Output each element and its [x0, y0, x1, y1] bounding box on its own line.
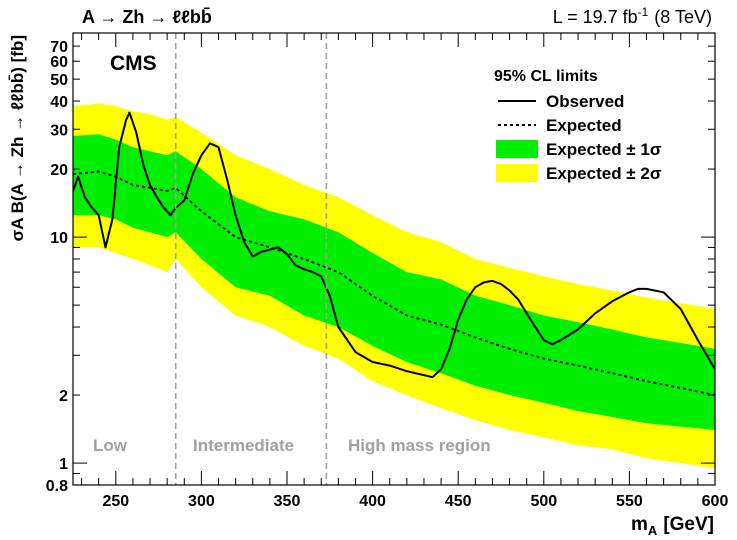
legend: 95% CL limits Observed Expected Expected… — [494, 68, 662, 183]
legend-observed-label: Observed — [546, 92, 624, 111]
y-tick-label-1: 1 — [59, 456, 68, 473]
y-axis-title: σA B(A → Zh → ℓℓbb̄) [fb] — [8, 35, 27, 241]
legend-2sigma-label: Expected ± 2σ — [546, 164, 662, 183]
y-tick-label-60: 60 — [50, 54, 68, 71]
y-tick-label-10: 10 — [50, 230, 68, 247]
plot-area — [73, 33, 715, 485]
expected-median-line — [73, 170, 715, 396]
region-label-intermediate: Intermediate — [193, 436, 294, 455]
region-label-low: Low — [93, 436, 128, 455]
x-tick-label-500: 500 — [530, 493, 557, 510]
x-tick-label-300: 300 — [188, 493, 215, 510]
legend-1sigma-label: Expected ± 1σ — [546, 140, 662, 159]
x-tick-label-350: 350 — [274, 493, 301, 510]
y-tick-label-30: 30 — [50, 122, 68, 139]
region-label-high: High mass region — [348, 436, 491, 455]
x-tick-label-450: 450 — [445, 493, 472, 510]
legend-2sigma-swatch — [496, 164, 538, 182]
x-axis-title: mA [GeV] — [631, 514, 714, 538]
legend-1sigma-swatch — [496, 140, 538, 158]
y-tick-label-40: 40 — [50, 94, 68, 111]
y-tick-label-0.8: 0.8 — [46, 478, 68, 495]
y-tick-label-50: 50 — [50, 72, 68, 89]
process-label: A → Zh → ℓℓbb̄ — [82, 7, 212, 27]
y-tick-label-2: 2 — [59, 388, 68, 405]
lumi-label: L = 19.7 fb-1 (8 TeV) — [553, 5, 712, 27]
observed-line — [73, 111, 715, 379]
legend-expected-label: Expected — [546, 116, 622, 135]
x-tick-label-550: 550 — [616, 493, 643, 510]
x-tick-label-600: 600 — [702, 493, 729, 510]
experiment-label: CMS — [110, 52, 157, 75]
plot-content — [73, 33, 715, 485]
legend-title: 95% CL limits — [494, 68, 598, 85]
y-tick-label-20: 20 — [50, 162, 68, 179]
x-tick-label-400: 400 — [359, 493, 386, 510]
x-tick-label-250: 250 — [102, 493, 129, 510]
y-tick-label-70: 70 — [50, 39, 68, 56]
axis-ticks: 250 300 350 400 450 500 550 600 0.8 1 2 10 20 30 40 506… — [46, 32, 729, 510]
